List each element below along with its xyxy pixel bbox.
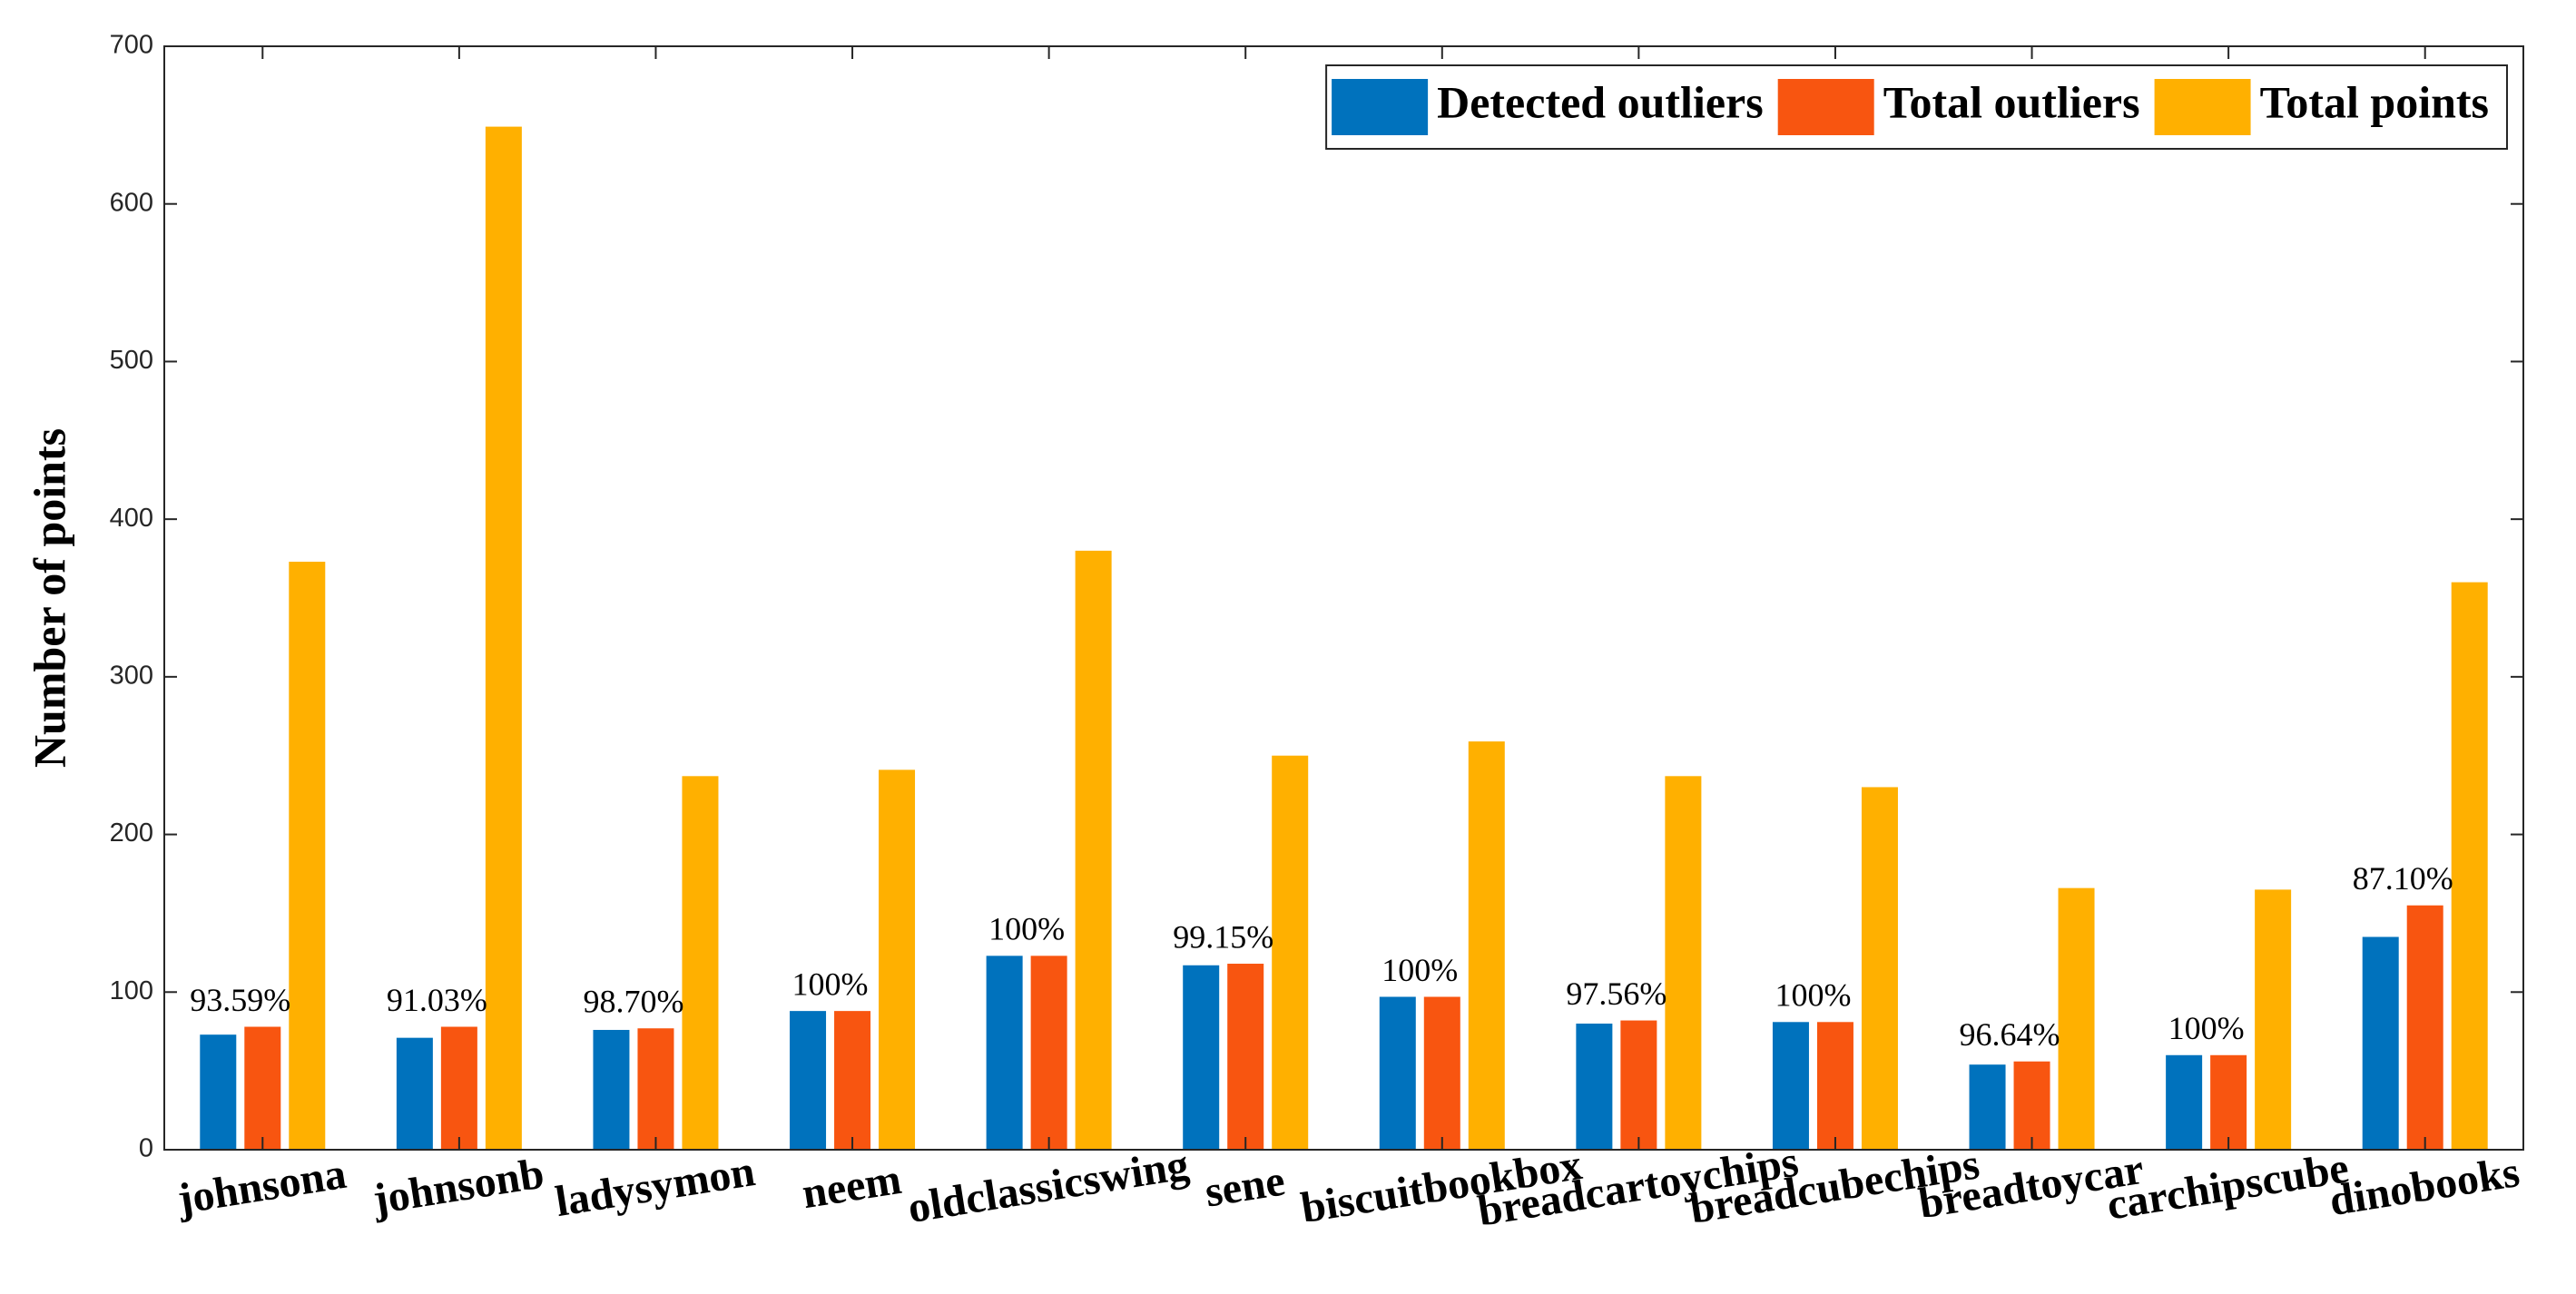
bar: [1227, 964, 1264, 1150]
annotation: 87.10%: [2353, 860, 2453, 897]
y-tick-label: 700: [110, 31, 153, 60]
bar: [2210, 1054, 2247, 1150]
bar: [2451, 582, 2488, 1150]
bar: [1075, 550, 1112, 1150]
bar: [593, 1029, 630, 1150]
legend-box: [1325, 64, 2508, 150]
y-axis-label: Number of points: [24, 428, 74, 768]
bar: [1665, 776, 1702, 1150]
bar: [1620, 1020, 1657, 1150]
bar: [1816, 1022, 1853, 1150]
y-tick-label: 500: [110, 346, 153, 375]
bar: [682, 776, 719, 1150]
bar: [1772, 1022, 1809, 1150]
y-tick-label: 100: [110, 976, 153, 1005]
bar: [2013, 1061, 2050, 1150]
bar: [2406, 905, 2443, 1150]
bar: [1379, 996, 1416, 1150]
bar: [485, 126, 522, 1151]
annotation: 100%: [1775, 977, 1851, 1014]
annotation: 99.15%: [1173, 918, 1273, 955]
y-tick-label: 400: [110, 504, 153, 533]
annotation: 96.64%: [1960, 1016, 2060, 1053]
y-tick-label: 600: [110, 188, 153, 217]
bar: [1183, 965, 1220, 1150]
legend-swatch: [2154, 79, 2251, 135]
legend-swatch: [1777, 79, 1874, 135]
bar: [396, 1037, 433, 1150]
bar: [879, 770, 916, 1150]
bar: [1861, 787, 1898, 1150]
bar: [986, 956, 1023, 1150]
annotation: 91.03%: [387, 982, 487, 1018]
bar: [1969, 1064, 2006, 1150]
bar: [790, 1011, 827, 1150]
bar: [244, 1026, 281, 1150]
legend-swatch: [1332, 79, 1429, 135]
bar: [289, 562, 326, 1150]
annotation: 100%: [988, 911, 1065, 947]
legend: Detected outliers Total outliers Total poi…: [1325, 64, 2508, 150]
y-tick-label: 0: [139, 1134, 153, 1163]
bar: [2362, 936, 2399, 1150]
bar: [1272, 755, 1309, 1150]
bar: [1468, 741, 1505, 1150]
annotation: 97.56%: [1566, 975, 1667, 1012]
plot-frame: [163, 45, 2524, 1151]
legend-label: Detected outliers: [1437, 76, 1764, 127]
bar: [2166, 1054, 2203, 1150]
bar: [1576, 1024, 1613, 1150]
legend-label: Total points: [2260, 76, 2489, 127]
bar: [200, 1034, 237, 1150]
bar: [1423, 996, 1460, 1150]
bar: [440, 1026, 477, 1150]
bar: [2255, 889, 2292, 1150]
annotation: 100%: [2168, 1010, 2245, 1046]
bar: [2058, 887, 2095, 1150]
annotation: 93.59%: [190, 982, 290, 1018]
bar: [1030, 956, 1067, 1150]
y-tick-label: 300: [110, 662, 153, 691]
annotation: 100%: [1381, 952, 1458, 988]
bar: [834, 1011, 871, 1150]
y-tick-label: 200: [110, 819, 153, 848]
annotation: 100%: [792, 966, 869, 1002]
annotation: 98.70%: [583, 984, 683, 1020]
bar: [637, 1028, 674, 1150]
legend-label: Total outliers: [1883, 76, 2140, 127]
